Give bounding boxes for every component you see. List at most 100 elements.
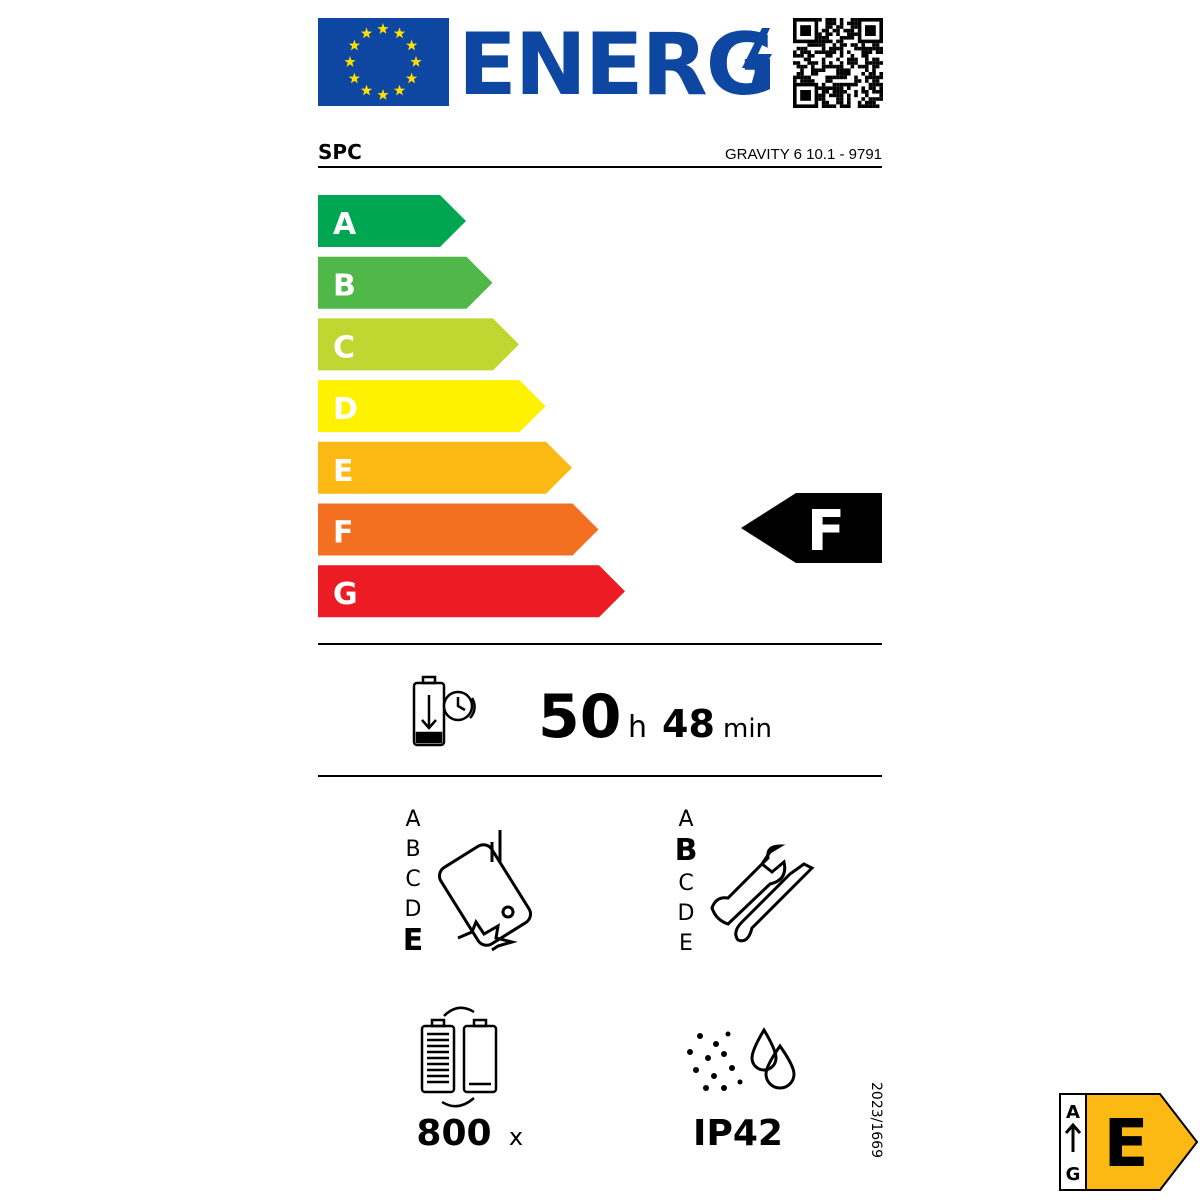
qr-module bbox=[803, 79, 808, 83]
qr-module bbox=[796, 64, 801, 69]
qr-module bbox=[875, 79, 880, 83]
qr-module bbox=[829, 25, 833, 29]
qr-module bbox=[821, 68, 826, 72]
qr-module bbox=[803, 64, 808, 69]
qr-module bbox=[875, 90, 880, 94]
qr-module bbox=[879, 82, 883, 87]
lightning-icon bbox=[742, 28, 772, 96]
scale-letter-selected: E bbox=[403, 923, 424, 958]
qr-module bbox=[832, 43, 837, 47]
qr-module bbox=[843, 28, 847, 33]
qr-module bbox=[807, 43, 811, 47]
qr-module bbox=[821, 36, 826, 40]
qr-module bbox=[865, 104, 869, 108]
qr-module bbox=[868, 100, 873, 105]
star bbox=[405, 39, 418, 51]
qr-code bbox=[792, 17, 883, 108]
qr-module bbox=[854, 43, 858, 47]
qr-module bbox=[843, 72, 847, 76]
qr-module bbox=[814, 72, 819, 76]
qr-module bbox=[861, 43, 865, 47]
qr-module bbox=[814, 43, 819, 47]
qr-module bbox=[836, 82, 840, 87]
qr-module bbox=[854, 25, 858, 29]
qr-module bbox=[807, 57, 811, 62]
qr-module bbox=[796, 54, 801, 58]
battery-minutes: 48 bbox=[662, 702, 715, 746]
star bbox=[393, 84, 406, 96]
qr-module bbox=[811, 72, 815, 76]
qr-module bbox=[847, 32, 851, 36]
qr-module bbox=[800, 54, 804, 58]
qr-module bbox=[847, 93, 851, 98]
qr-module bbox=[825, 25, 829, 29]
qr-module bbox=[847, 72, 851, 76]
qr-module bbox=[839, 93, 844, 98]
energy-class-bar bbox=[318, 195, 466, 247]
qr-module bbox=[850, 57, 855, 62]
qr-module bbox=[857, 64, 862, 69]
qr-module bbox=[875, 75, 880, 80]
qr-module bbox=[868, 61, 873, 65]
model: GRAVITY 6 10.1 - 9791 bbox=[725, 146, 882, 163]
flag-stars bbox=[344, 23, 422, 100]
qr-module bbox=[872, 46, 876, 51]
qr-module bbox=[818, 32, 822, 36]
qr-module bbox=[807, 61, 811, 65]
qr-module bbox=[800, 79, 804, 83]
qr-module bbox=[814, 61, 819, 65]
qr-module bbox=[847, 68, 851, 72]
qr-module bbox=[872, 57, 876, 62]
qr-module bbox=[843, 68, 847, 72]
qr-module bbox=[836, 97, 840, 101]
qr-module bbox=[825, 79, 829, 83]
qr-module bbox=[839, 18, 844, 22]
qr-module bbox=[832, 64, 837, 69]
qr-module bbox=[854, 90, 858, 94]
qr-module bbox=[832, 86, 837, 90]
qr-module bbox=[850, 61, 855, 65]
rating-arrow bbox=[741, 493, 882, 563]
qr-module bbox=[800, 75, 804, 80]
qr-module bbox=[839, 86, 844, 90]
badge-class: E bbox=[1103, 1105, 1148, 1182]
qr-module bbox=[875, 61, 880, 65]
qr-module bbox=[839, 72, 844, 76]
qr-module bbox=[839, 36, 844, 40]
qr-module bbox=[868, 46, 873, 51]
qr-module bbox=[796, 75, 801, 80]
qr-module bbox=[836, 25, 840, 29]
energy-class-bar bbox=[318, 380, 546, 433]
qr-module bbox=[854, 32, 858, 36]
qr-module bbox=[825, 32, 829, 36]
qr-module bbox=[821, 82, 826, 87]
energy-class-label: C bbox=[333, 330, 355, 365]
qr-module bbox=[811, 64, 815, 69]
qr-module bbox=[861, 46, 865, 51]
qr-module bbox=[832, 28, 837, 33]
qr-module bbox=[847, 57, 851, 62]
qr-module bbox=[847, 86, 851, 90]
qr-module bbox=[875, 104, 880, 108]
qr-module bbox=[825, 18, 829, 22]
qr-module bbox=[825, 28, 829, 33]
qr-module bbox=[821, 90, 826, 94]
battery-endurance-icon bbox=[412, 675, 476, 747]
qr-module bbox=[839, 25, 844, 29]
qr-module bbox=[875, 64, 880, 69]
qr-module bbox=[811, 54, 815, 58]
qr-module bbox=[832, 104, 837, 108]
qr-module bbox=[811, 79, 815, 83]
qr-finder-core bbox=[800, 90, 811, 101]
qr-module bbox=[868, 86, 873, 90]
qr-module bbox=[796, 61, 801, 65]
qr-module bbox=[872, 61, 876, 65]
qr-module bbox=[832, 18, 837, 22]
qr-module bbox=[807, 54, 811, 58]
qr-module bbox=[872, 100, 876, 105]
qr-module bbox=[832, 50, 837, 54]
